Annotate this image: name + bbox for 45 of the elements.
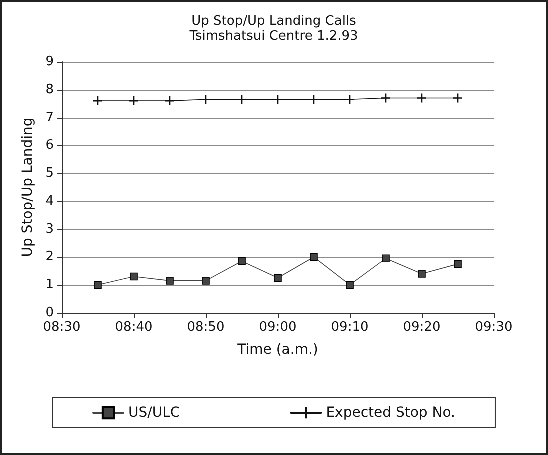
y-tick-label: 3 bbox=[46, 222, 54, 237]
point bbox=[200, 94, 212, 105]
x-axis-title: Time (a.m.) bbox=[236, 342, 318, 358]
point bbox=[346, 281, 354, 290]
point bbox=[274, 274, 282, 282]
point bbox=[418, 270, 426, 278]
legend-label: US/ULC bbox=[128, 405, 180, 421]
y-tick-label: 2 bbox=[46, 250, 54, 265]
point bbox=[202, 277, 210, 285]
x-tick-label: 08:50 bbox=[187, 320, 225, 335]
point bbox=[92, 96, 104, 106]
point bbox=[166, 277, 174, 285]
point bbox=[272, 94, 284, 105]
legend-label: Expected Stop No. bbox=[326, 405, 456, 421]
y-tick-label: 8 bbox=[46, 82, 54, 98]
point bbox=[380, 93, 392, 104]
y-tick-label: 6 bbox=[46, 138, 54, 154]
y-tick-label: 5 bbox=[46, 166, 54, 182]
point bbox=[416, 93, 428, 104]
point bbox=[164, 96, 176, 106]
point bbox=[454, 260, 462, 268]
y-tick-label: 7 bbox=[46, 110, 54, 126]
y-axis-title: Up Stop/Up Landing bbox=[20, 118, 36, 258]
y-tick-label: 4 bbox=[46, 194, 54, 209]
x-tick-label: 09:30 bbox=[475, 320, 513, 335]
y-tick-label: 1 bbox=[46, 278, 54, 293]
point bbox=[344, 94, 356, 105]
x-tick-label: 08:30 bbox=[43, 320, 81, 335]
x-tick-label: 08:40 bbox=[115, 320, 153, 335]
point bbox=[238, 258, 246, 266]
point bbox=[310, 253, 318, 262]
x-tick-label: 09:20 bbox=[403, 320, 441, 335]
point bbox=[128, 96, 140, 106]
point bbox=[452, 93, 464, 104]
point bbox=[94, 281, 102, 290]
point bbox=[308, 94, 320, 105]
chart-title: Up Stop/Up Landing Calls bbox=[192, 14, 357, 29]
x-tick-label: 09:10 bbox=[331, 320, 369, 335]
point bbox=[236, 94, 248, 105]
y-tick-label: 9 bbox=[46, 54, 54, 70]
point bbox=[130, 272, 138, 281]
chart-subtitle: Tsimshatsui Centre 1.2.93 bbox=[188, 29, 358, 44]
point bbox=[382, 254, 390, 263]
x-tick-label: 09:00 bbox=[259, 320, 297, 335]
y-tick-label: 0 bbox=[46, 306, 54, 320]
